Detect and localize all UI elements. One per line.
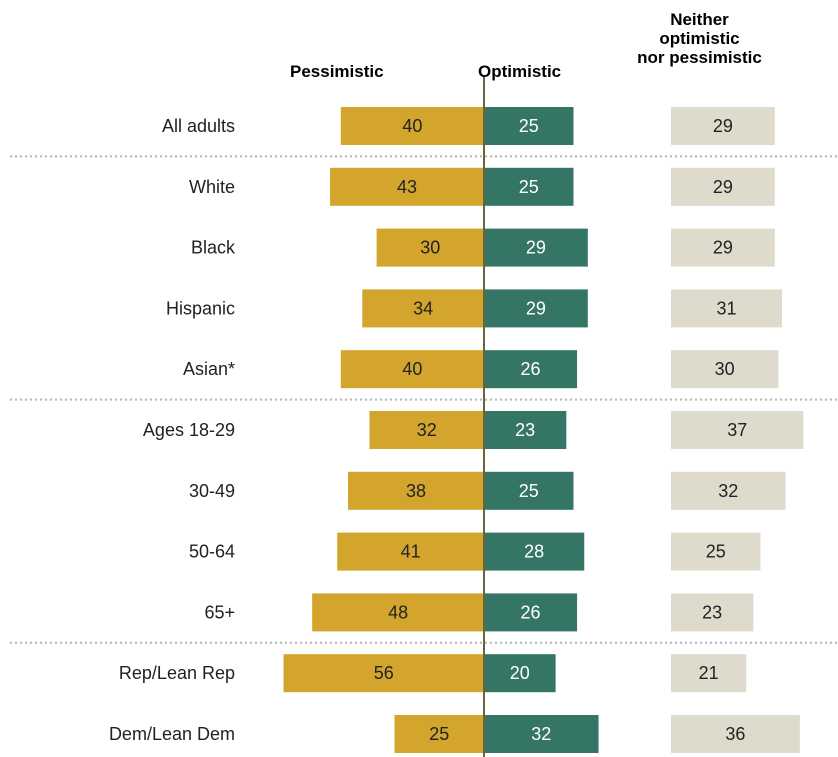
bar-pessimistic [394,715,484,753]
bar-pessimistic [330,167,484,206]
bar-optimistic [484,350,578,389]
value-label-pessimistic: 32 [417,420,437,440]
value-label-optimistic: 28 [524,542,544,562]
value-label-optimistic: 23 [515,420,535,440]
bar-neither [671,107,775,145]
value-label-neither: 31 [716,298,736,318]
value-label-neither: 23 [702,602,722,622]
category-label: White [189,177,235,197]
bar-neither [671,350,779,389]
category-label: All adults [162,116,235,136]
value-label-neither: 36 [725,724,745,744]
bar-optimistic [484,593,578,632]
category-label: 50-64 [189,542,235,562]
value-label-neither: 30 [715,359,735,379]
category-label: 30-49 [189,481,235,501]
value-label-optimistic: 29 [526,238,546,258]
value-label-neither: 37 [727,420,747,440]
value-label-pessimistic: 41 [401,542,421,562]
bar-pessimistic [283,654,484,693]
bar-optimistic [484,289,588,328]
bar-neither [671,289,782,328]
category-label: Hispanic [166,298,235,318]
bar-optimistic [484,107,574,145]
value-label-neither: 29 [713,116,733,136]
header-optimistic: Optimistic [478,62,562,81]
value-label-pessimistic: 25 [429,724,449,744]
bar-pessimistic [340,107,484,145]
value-label-neither: 29 [713,238,733,258]
bar-neither [671,471,786,510]
bar-neither [671,715,800,753]
bar-optimistic [484,411,567,449]
value-label-pessimistic: 56 [374,663,394,683]
header-neither-line-2: optimistic [659,29,740,48]
category-label: Dem/Lean Dem [109,724,235,744]
bar-optimistic [484,471,574,510]
bar-neither [671,228,775,267]
header-neither-line-1: Neither [670,10,729,29]
value-label-pessimistic: 48 [388,602,408,622]
value-label-optimistic: 25 [519,116,539,136]
value-label-optimistic: 25 [519,177,539,197]
category-label: Ages 18-29 [143,420,235,440]
header-neither: Neither optimistic nor pessimistic [612,10,787,67]
category-label: Asian* [183,359,235,379]
bar-neither [671,654,747,693]
bar-pessimistic [340,350,484,389]
category-label: 65+ [204,602,235,622]
value-label-optimistic: 25 [519,481,539,501]
value-label-neither: 29 [713,177,733,197]
category-label: Rep/Lean Rep [119,663,235,683]
value-label-pessimistic: 40 [402,359,422,379]
bar-pessimistic [347,471,484,510]
value-label-pessimistic: 43 [397,177,417,197]
bar-pessimistic [312,593,484,632]
bar-neither [671,593,754,632]
value-label-optimistic: 29 [526,298,546,318]
value-label-optimistic: 26 [521,602,541,622]
bar-optimistic [484,715,599,753]
bar-pessimistic [376,228,484,267]
bar-optimistic [484,228,588,267]
bar-optimistic [484,654,556,693]
value-label-optimistic: 26 [521,359,541,379]
header-neither-line-3: nor pessimistic [637,48,762,67]
value-label-neither: 21 [699,663,719,683]
bar-optimistic [484,167,574,206]
value-label-neither: 25 [706,542,726,562]
bar-optimistic [484,532,585,571]
category-label: Black [191,238,236,258]
value-label-pessimistic: 38 [406,481,426,501]
value-label-neither: 32 [718,481,738,501]
bar-neither [671,532,761,571]
value-label-pessimistic: 34 [413,298,433,318]
bar-pessimistic [369,411,484,449]
value-label-optimistic: 32 [531,724,551,744]
bar-neither [671,411,804,449]
header-pessimistic: Pessimistic [290,62,384,81]
value-label-pessimistic: 40 [402,116,422,136]
value-label-pessimistic: 30 [420,238,440,258]
bar-pessimistic [337,532,484,571]
bar-neither [671,167,775,206]
value-label-optimistic: 20 [510,663,530,683]
bar-pessimistic [362,289,484,328]
